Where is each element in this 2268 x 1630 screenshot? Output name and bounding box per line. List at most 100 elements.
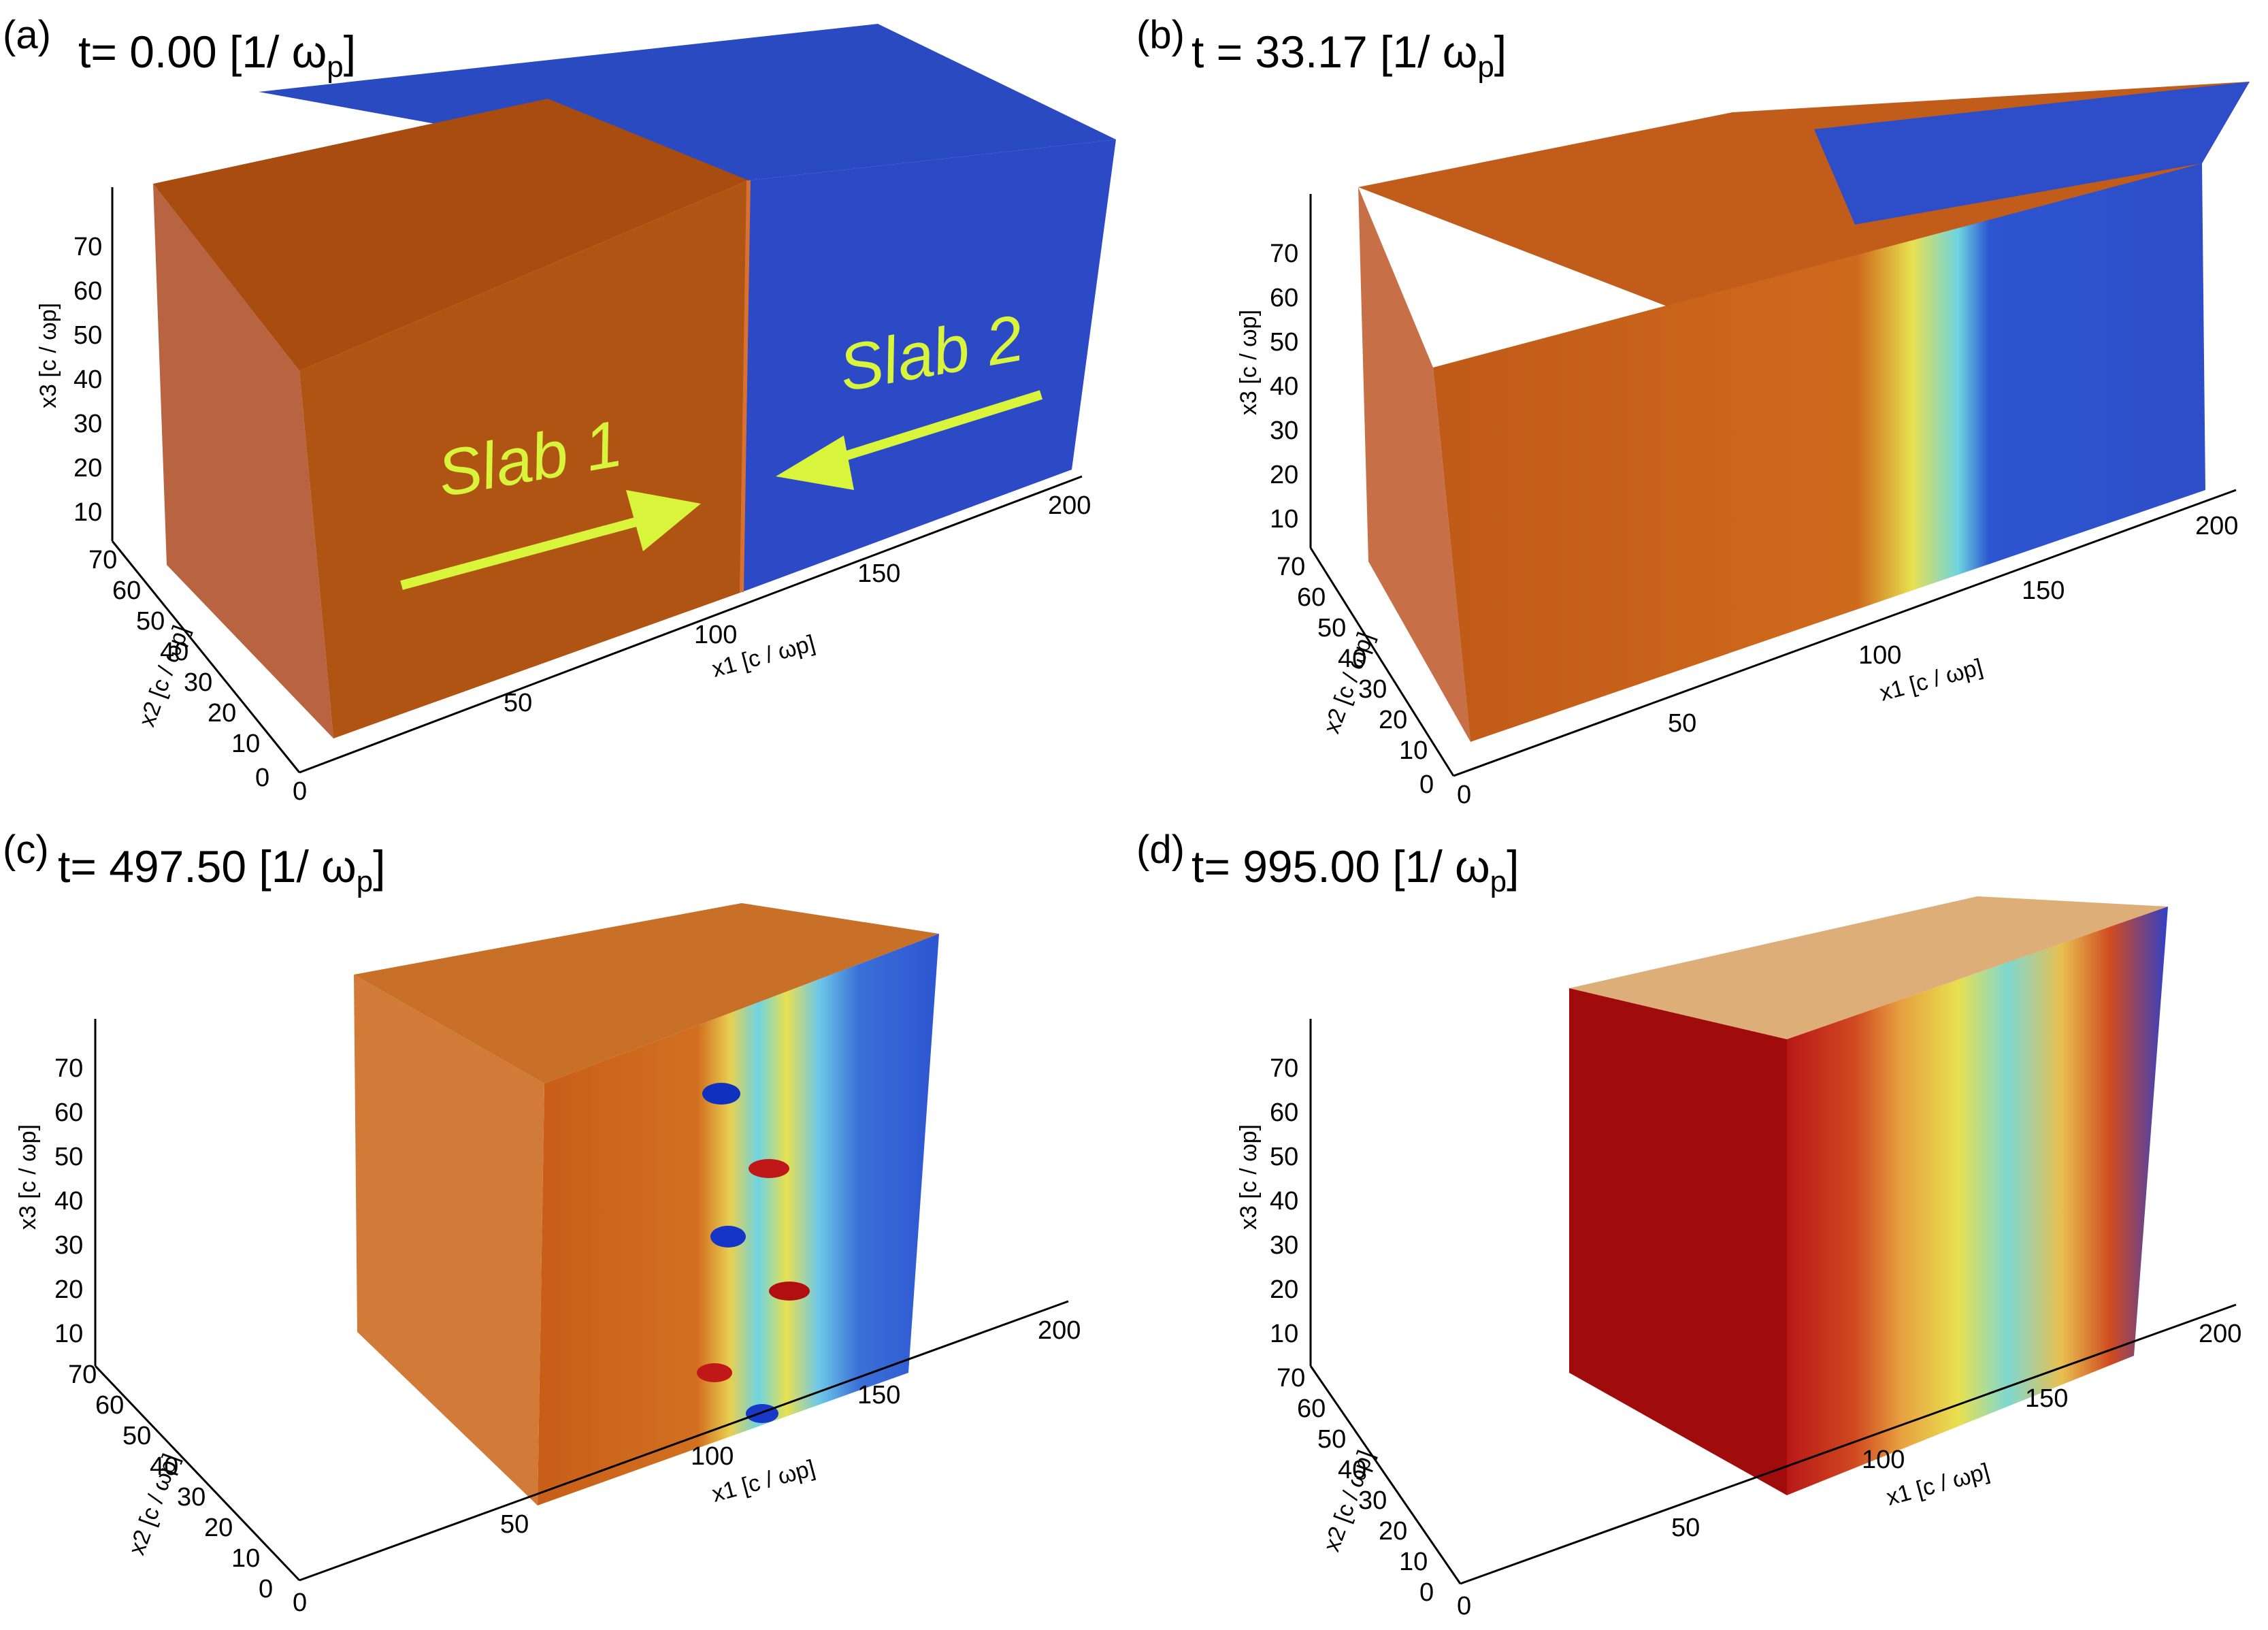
slab2-top-face xyxy=(1814,82,2250,225)
x1-ticks: 0 50 100 150 200 xyxy=(293,491,1091,806)
panel-label: (c) xyxy=(3,828,49,872)
panel-label: (d) xyxy=(1136,828,1185,872)
svg-text:40: 40 xyxy=(1338,645,1366,673)
svg-text:150: 150 xyxy=(857,1381,900,1409)
svg-text:0: 0 xyxy=(293,1588,307,1617)
svg-text:70: 70 xyxy=(1277,1364,1305,1392)
svg-text:50: 50 xyxy=(1317,614,1346,642)
svg-text:30: 30 xyxy=(1358,675,1387,704)
x2-ticks: 0 10 20 30 40 50 60 70 xyxy=(88,546,269,792)
slab1-front-face xyxy=(299,180,749,738)
svg-text:60: 60 xyxy=(1270,1098,1298,1127)
svg-text:200: 200 xyxy=(2199,1320,2241,1348)
x2-ticks: 0 10 20 30 40 50 60 70 xyxy=(1277,553,1434,799)
svg-text:10: 10 xyxy=(1270,1320,1298,1348)
time-label: t= 0.00 [1/ ωp] xyxy=(78,27,357,84)
x2-ticks: 0 10 20 30 40 50 60 70 xyxy=(68,1360,273,1603)
x3-ticks: 10 20 30 40 50 60 70 xyxy=(54,1054,83,1348)
side-face xyxy=(1569,988,1787,1495)
svg-text:200: 200 xyxy=(1038,1316,1081,1345)
svg-text:30: 30 xyxy=(54,1231,83,1260)
svg-text:70: 70 xyxy=(54,1054,83,1083)
svg-text:50: 50 xyxy=(500,1510,529,1539)
svg-text:150: 150 xyxy=(2022,576,2065,605)
svg-text:10: 10 xyxy=(1270,505,1298,534)
x3-axis-label: x3 [c / ωp] xyxy=(15,1124,41,1230)
svg-text:20: 20 xyxy=(1270,1275,1298,1304)
svg-text:40: 40 xyxy=(54,1187,83,1216)
x3-ticks: 10 20 30 40 50 60 70 xyxy=(1270,1054,1298,1348)
panel-label: (b) xyxy=(1136,13,1185,57)
svg-text:150: 150 xyxy=(857,559,900,588)
slab2-top-face xyxy=(259,24,1116,180)
arrow-left xyxy=(776,390,1043,490)
svg-text:60: 60 xyxy=(112,576,141,605)
axes-d xyxy=(1309,1019,2237,1585)
svg-text:30: 30 xyxy=(184,668,212,697)
side-face xyxy=(1358,187,1470,742)
svg-text:30: 30 xyxy=(1358,1486,1387,1515)
time-label: t= 497.50 [1/ ωp] xyxy=(58,841,386,899)
svg-text:60: 60 xyxy=(1297,1395,1326,1423)
svg-text:10: 10 xyxy=(231,730,260,758)
side-face xyxy=(354,975,544,1505)
svg-text:40: 40 xyxy=(1270,1187,1298,1216)
volume-render-d: 10 20 30 40 50 60 70 x3 [c / ωp] 0 10 20… xyxy=(1236,896,2241,1620)
svg-text:30: 30 xyxy=(73,410,102,438)
svg-text:70: 70 xyxy=(73,233,102,261)
svg-text:60: 60 xyxy=(54,1098,83,1127)
svg-text:70: 70 xyxy=(88,546,117,574)
svg-text:0: 0 xyxy=(1457,781,1471,809)
x3-ticks: 10 20 30 40 50 60 70 xyxy=(1270,240,1298,534)
volume-render-b: 10 20 30 40 50 60 70 x3 [c / ωp] 0 10 20… xyxy=(1236,82,2250,809)
svg-text:70: 70 xyxy=(1277,553,1305,581)
svg-text:10: 10 xyxy=(54,1320,83,1348)
panel-c: (c) t= 497.50 [1/ ωp] xyxy=(0,815,1134,1629)
svg-text:30: 30 xyxy=(177,1483,206,1512)
x3-axis-label: x3 [c / ωp] xyxy=(1236,1124,1262,1230)
svg-text:10: 10 xyxy=(73,498,102,527)
svg-text:50: 50 xyxy=(1668,709,1696,738)
panel-b: (b) t = 33.17 [1/ ωp] 10 20 30 40 xyxy=(1134,0,2267,815)
svg-text:150: 150 xyxy=(2025,1384,2068,1413)
svg-text:50: 50 xyxy=(122,1422,151,1450)
svg-text:100: 100 xyxy=(694,621,737,649)
svg-text:70: 70 xyxy=(1270,1054,1298,1083)
svg-text:20: 20 xyxy=(208,699,236,728)
svg-text:20: 20 xyxy=(54,1275,83,1304)
svg-text:40: 40 xyxy=(160,638,188,666)
volume-render-c: 10 20 30 40 50 60 70 x3 [c / ωp] 0 10 20… xyxy=(15,903,1081,1617)
svg-text:40: 40 xyxy=(1338,1456,1366,1484)
svg-text:60: 60 xyxy=(95,1391,124,1420)
svg-text:200: 200 xyxy=(2195,512,2238,540)
x2-ticks: 0 10 20 30 40 50 60 70 xyxy=(1277,1364,1434,1607)
svg-text:60: 60 xyxy=(1270,284,1298,312)
axes-b xyxy=(1309,194,2237,777)
x2-axis-label: x2 [c / ωp] xyxy=(124,1450,184,1559)
svg-text:10: 10 xyxy=(231,1544,260,1573)
svg-text:60: 60 xyxy=(1297,583,1326,612)
mixing-blobs xyxy=(697,1083,810,1423)
panel-d: (d) t= 995.00 [1/ ωp] 10 20 30 xyxy=(1134,815,2267,1629)
top-face xyxy=(354,903,939,1083)
svg-text:0: 0 xyxy=(259,1575,273,1603)
time-label: t = 33.17 [1/ ωp] xyxy=(1191,27,1507,84)
x1-ticks: 0 50 100 150 200 xyxy=(293,1316,1081,1617)
slab1-side-face xyxy=(153,184,333,738)
x3-axis-label: x3 [c / ωp] xyxy=(35,303,61,408)
x1-ticks: 0 50 100 150 200 xyxy=(1457,512,2238,809)
axes-c xyxy=(94,1019,1069,1582)
front-face xyxy=(538,934,939,1505)
svg-text:0: 0 xyxy=(1457,1592,1471,1620)
panel-a: (a) t= 0.00 [1/ ωp] Slab 1 Slab 2 10 20 xyxy=(0,0,1134,815)
slab-interface xyxy=(740,180,751,593)
svg-text:20: 20 xyxy=(204,1514,233,1542)
svg-text:50: 50 xyxy=(1270,1143,1298,1171)
svg-text:50: 50 xyxy=(504,689,532,717)
svg-text:20: 20 xyxy=(73,454,102,483)
svg-text:40: 40 xyxy=(1270,372,1298,401)
svg-text:50: 50 xyxy=(136,607,165,636)
svg-text:40: 40 xyxy=(150,1452,178,1481)
svg-text:200: 200 xyxy=(1048,491,1091,520)
svg-text:50: 50 xyxy=(1671,1514,1700,1542)
